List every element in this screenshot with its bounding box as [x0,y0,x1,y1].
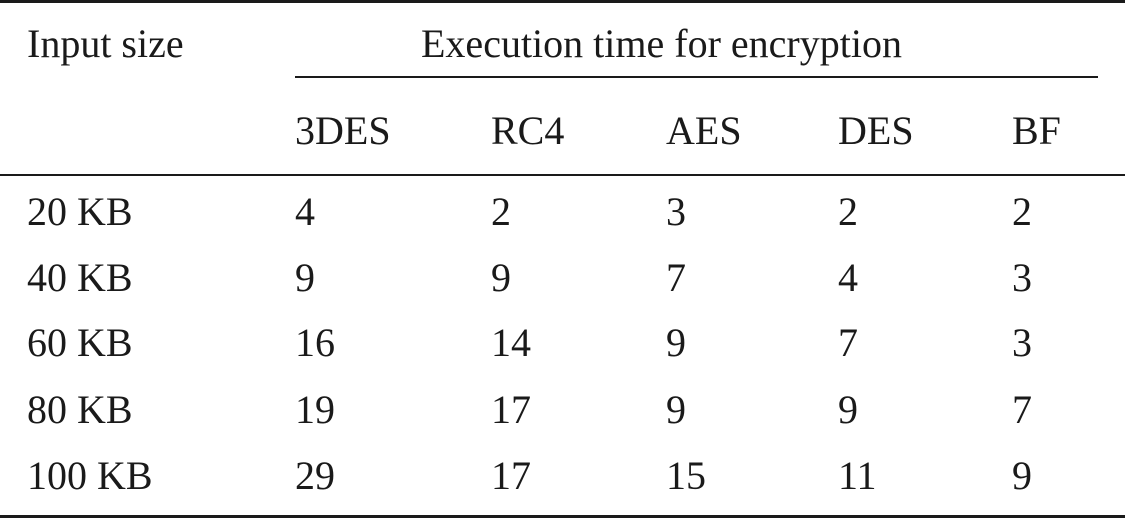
column-header-3des: 3DES [295,108,391,153]
row-input-size: 20 KB [27,189,133,234]
table-cell: 7 [838,320,858,365]
table-cell: 4 [295,189,315,234]
table-cell: 19 [295,387,335,432]
table-bottom-rule [0,515,1125,518]
column-header-rc4: RC4 [491,108,565,153]
table-cell: 2 [491,189,511,234]
column-header-des: DES [838,108,914,153]
table-cell: 9 [666,387,686,432]
table-cell: 7 [1012,387,1032,432]
column-header-aes: AES [666,108,742,153]
table-cell: 16 [295,320,335,365]
table-cell: 9 [838,387,858,432]
row-input-size: 40 KB [27,255,133,300]
header-bottom-rule [0,174,1125,176]
table-cell: 7 [666,255,686,300]
table-cell: 3 [666,189,686,234]
table-cell: 14 [491,320,531,365]
table-top-rule [0,0,1125,3]
row-input-size: 60 KB [27,320,133,365]
table-cell: 9 [491,255,511,300]
table-cell: 11 [838,453,877,498]
table-cell: 2 [838,189,858,234]
table-cell: 15 [666,453,706,498]
table-cell: 3 [1012,255,1032,300]
header-input-size: Input size [27,21,184,66]
header-execution-time: Execution time for encryption [421,21,902,66]
table-cell: 17 [491,387,531,432]
table-cell: 4 [838,255,858,300]
table-cell: 9 [1012,453,1032,498]
table-cell: 2 [1012,189,1032,234]
table-cell: 17 [491,453,531,498]
column-header-bf: BF [1012,108,1061,153]
row-input-size: 80 KB [27,387,133,432]
table-cell: 29 [295,453,335,498]
table-cell: 9 [295,255,315,300]
group-header-rule [295,76,1098,78]
row-input-size: 100 KB [27,453,153,498]
table-cell: 9 [666,320,686,365]
table-cell: 3 [1012,320,1032,365]
